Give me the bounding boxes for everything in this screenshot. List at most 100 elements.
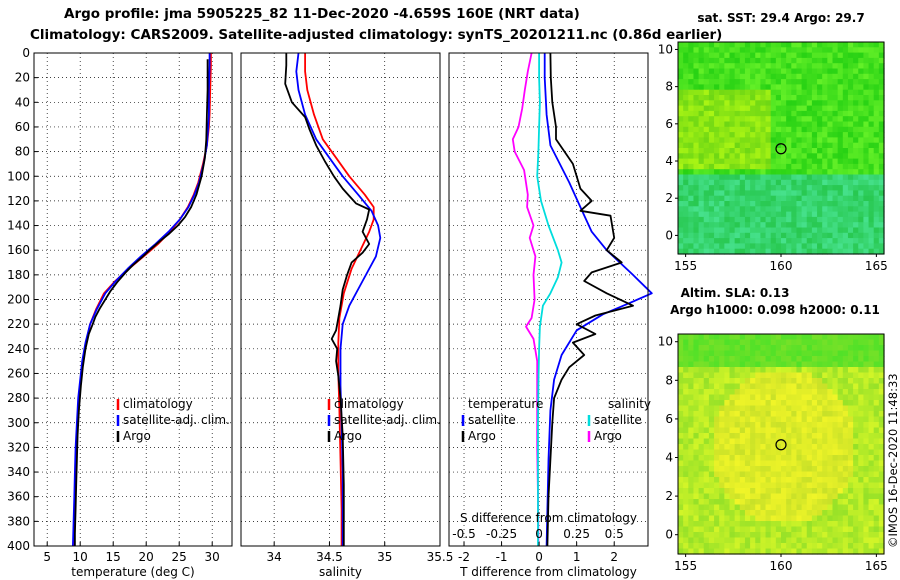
map-cell (765, 211, 772, 218)
map-cell (811, 68, 818, 75)
map-cell (688, 455, 695, 462)
map-cell (791, 356, 798, 363)
map-cell (683, 521, 689, 528)
map-cell (693, 52, 700, 59)
map-cell (817, 232, 823, 239)
map-cell (770, 174, 777, 181)
map-cell (698, 243, 705, 250)
map-cell (847, 389, 854, 396)
map-cell (729, 68, 736, 75)
map-cell (734, 455, 741, 462)
map-cell (688, 227, 695, 234)
map-cell (873, 89, 880, 96)
map-cell (822, 427, 828, 434)
map-cell (703, 405, 710, 412)
map-cell (781, 222, 787, 229)
map-cell (837, 169, 844, 176)
map-cell (734, 227, 741, 234)
map-cell (750, 227, 756, 234)
map-cell (708, 121, 715, 128)
map-cell (724, 95, 731, 101)
map-cell (770, 232, 777, 239)
map-cell (714, 116, 720, 123)
map-cell (853, 211, 859, 218)
map-cell (714, 100, 720, 107)
map-cell (683, 73, 689, 80)
map-cell (770, 488, 777, 495)
map-cell (688, 389, 695, 396)
map-cell (832, 195, 839, 202)
map-cell (791, 499, 798, 506)
map-cell (729, 153, 736, 160)
map-cell (791, 126, 798, 133)
map-cell (678, 367, 684, 374)
map-cell (796, 378, 803, 385)
map-cell (806, 73, 813, 80)
map-cell (750, 427, 756, 434)
map-cell (853, 548, 859, 555)
map-cell (734, 148, 741, 154)
map-cell (698, 521, 705, 528)
map-cell (822, 110, 828, 117)
map-cell (842, 466, 849, 473)
map-cell (842, 471, 849, 478)
map-cell (703, 334, 710, 341)
map-cell (811, 201, 818, 207)
map-cell (714, 444, 720, 451)
map-cell (678, 372, 684, 379)
map-cell (863, 121, 870, 128)
map-cell (683, 185, 689, 191)
map-cell (755, 548, 761, 555)
map-cell (739, 73, 746, 80)
map-cell (806, 411, 813, 418)
map-cell (703, 471, 710, 478)
map-cell (868, 238, 875, 244)
series-line-salinity-satellite (536, 53, 563, 546)
map-cell (827, 73, 834, 80)
map-cell (734, 68, 741, 75)
map-cell (832, 367, 839, 374)
map-cell (739, 345, 746, 352)
map-cell (734, 477, 741, 484)
map-cell (760, 132, 767, 138)
map-cell (724, 63, 731, 70)
map-cell (873, 438, 880, 445)
map-cell (786, 142, 792, 149)
map-cell (796, 42, 803, 48)
map-cell (739, 79, 746, 85)
map-cell (734, 110, 741, 117)
map-cell (847, 361, 854, 368)
map-cell (734, 378, 741, 385)
map-cell (801, 105, 808, 112)
map-cell (796, 148, 803, 154)
map-cell (827, 449, 834, 456)
map-cell (873, 422, 880, 429)
map-cell (873, 243, 880, 250)
series-line-argo (74, 59, 209, 546)
map-cell (822, 339, 828, 346)
map-cell (822, 400, 828, 407)
map-cell (775, 444, 782, 451)
map-cell (878, 52, 885, 59)
map-cell (827, 68, 834, 75)
map-cell (729, 190, 736, 197)
map-cell (755, 57, 761, 64)
map-cell (678, 449, 684, 456)
map-cell (765, 433, 772, 440)
map-cell (734, 521, 741, 528)
map-cell (811, 110, 818, 117)
map-cell (868, 232, 875, 239)
map-cell (703, 356, 710, 363)
map-cell (678, 68, 684, 75)
series-line-satellite-adj-clim- (72, 53, 211, 547)
map-cell (770, 444, 777, 451)
map-cell (683, 174, 689, 181)
map-cell (868, 248, 875, 255)
map-cell (873, 383, 880, 390)
map-cell (847, 433, 854, 440)
map-cell (729, 471, 736, 478)
map-cell (698, 95, 705, 101)
map-cell (755, 356, 761, 363)
map-cell (822, 174, 828, 181)
map-y-tick-label: 4 (665, 451, 673, 465)
